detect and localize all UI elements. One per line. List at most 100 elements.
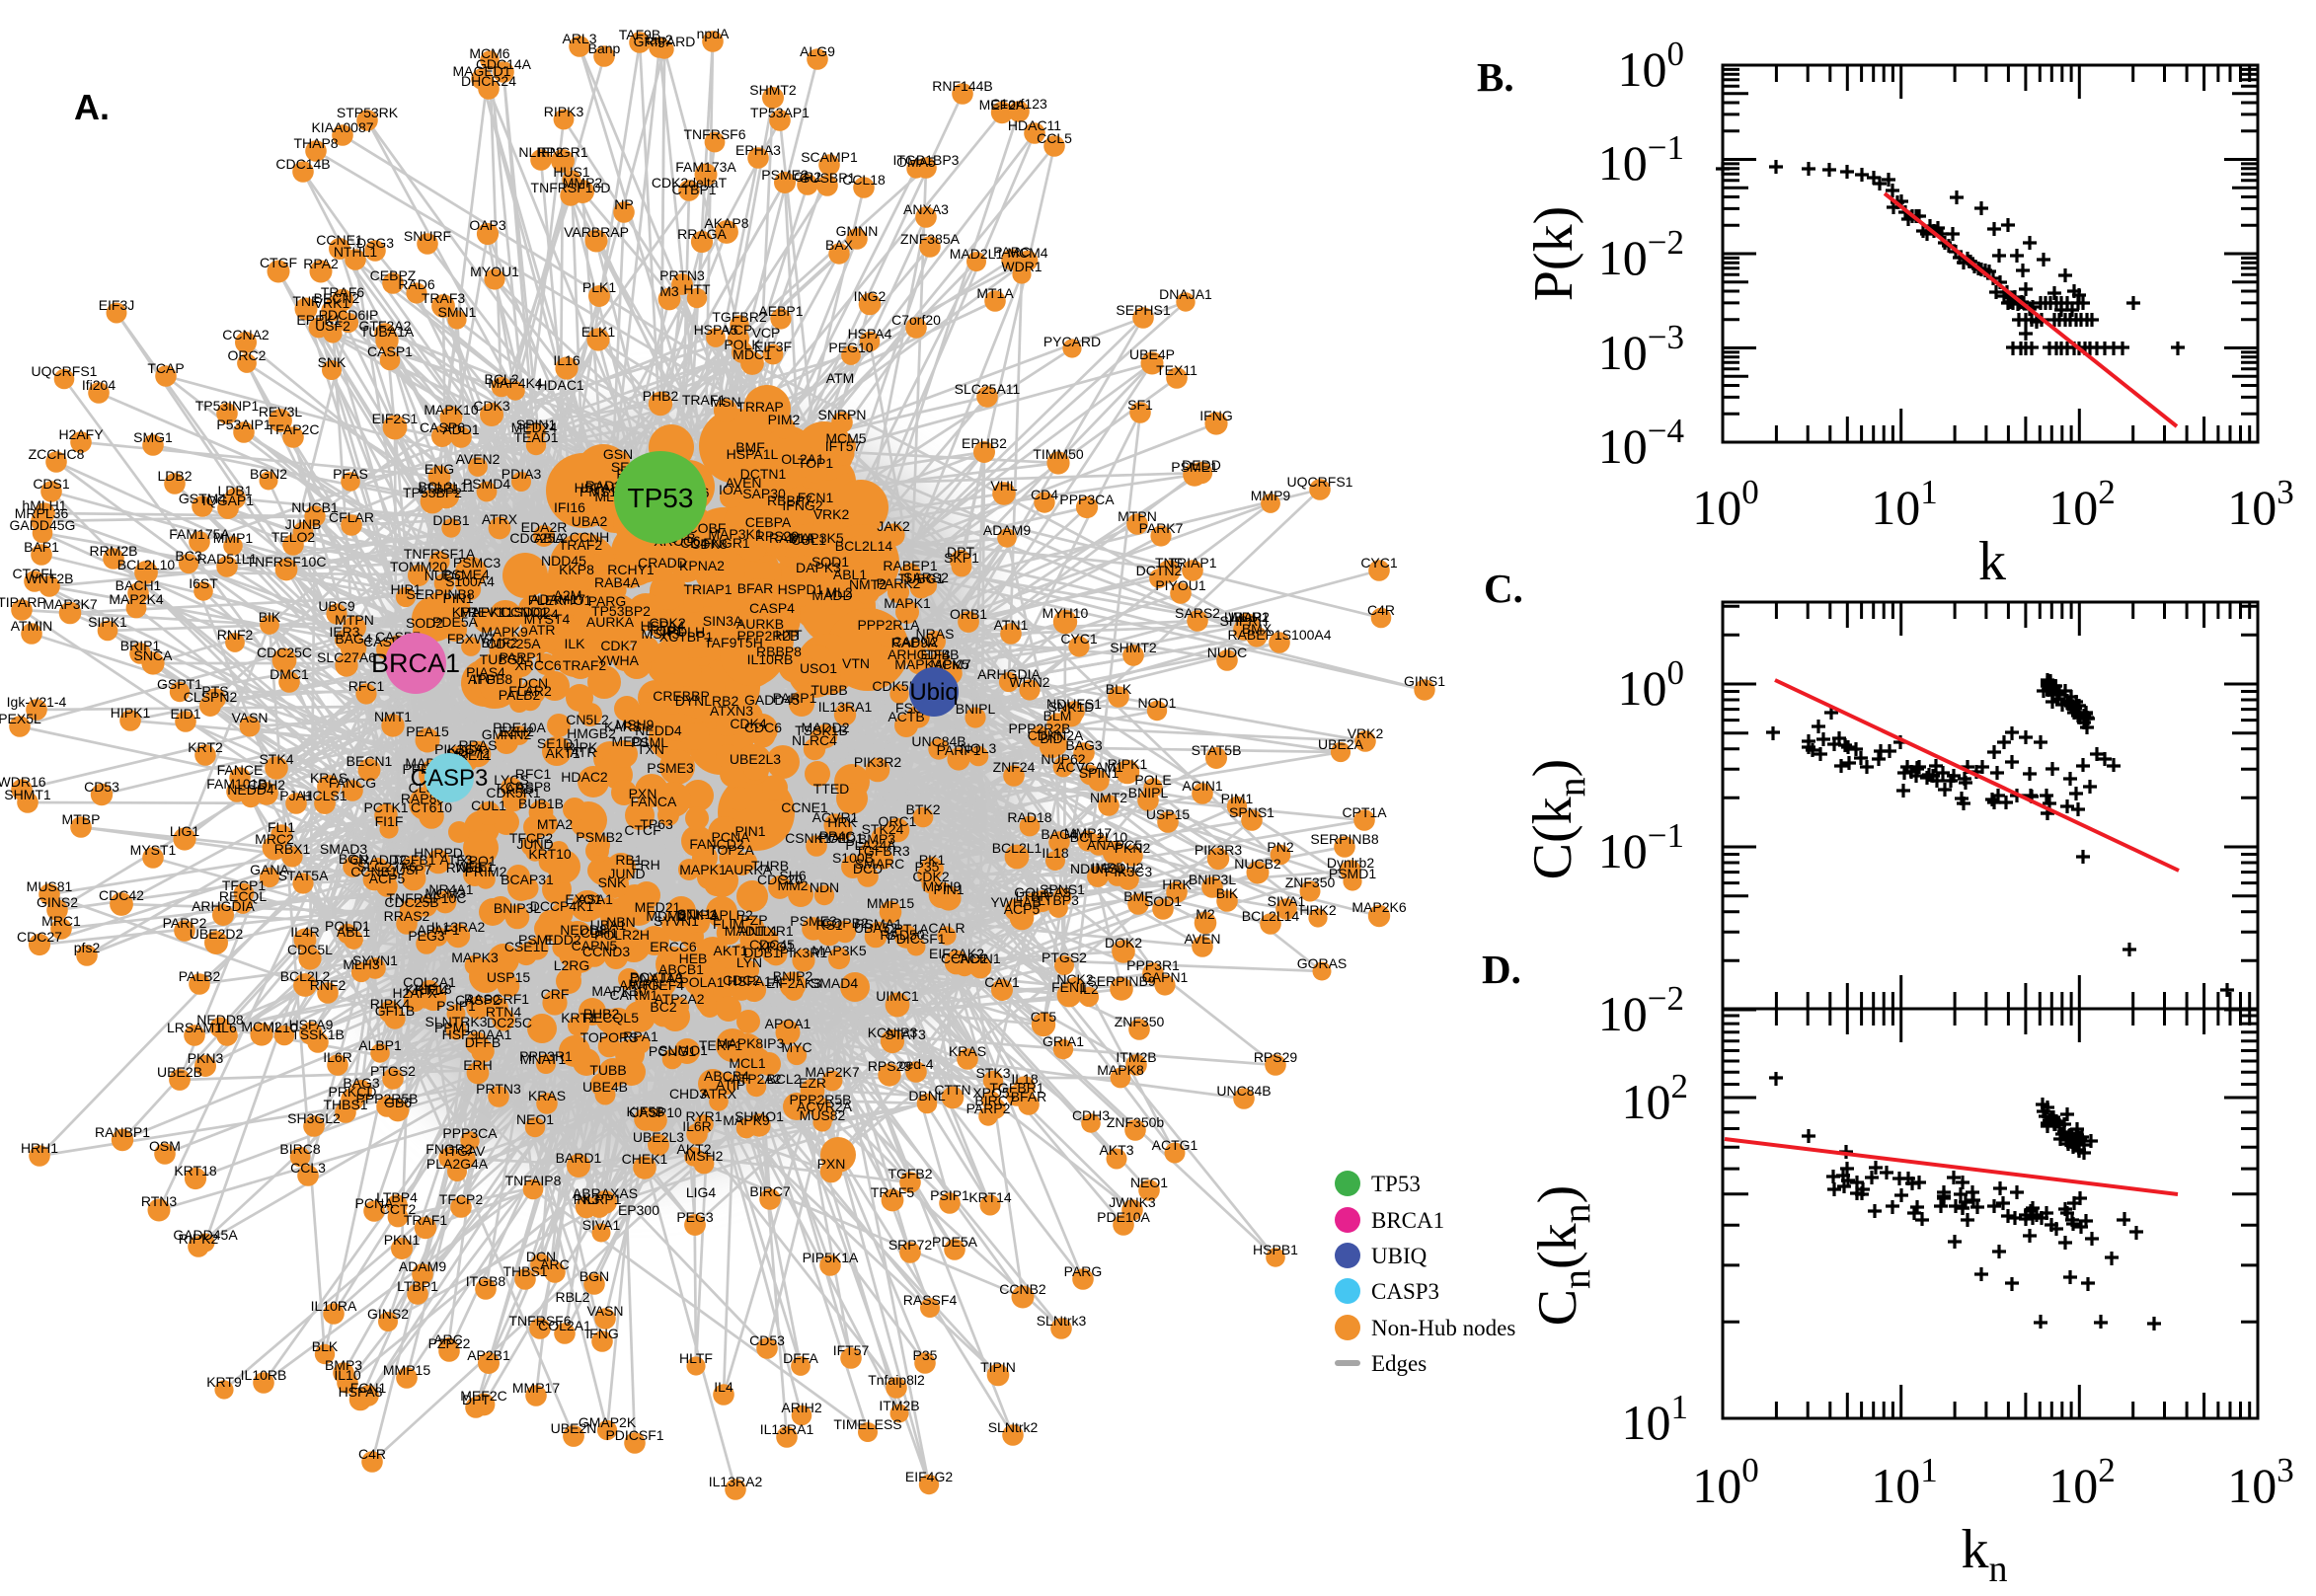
svg-text:CDK7: CDK7: [600, 638, 638, 653]
svg-text:TRIAP1: TRIAP1: [683, 581, 732, 597]
svg-text:LIG1: LIG1: [170, 823, 200, 839]
svg-text:MAPK3: MAPK3: [451, 950, 499, 965]
svg-text:HLTF: HLTF: [679, 1350, 713, 1366]
svg-text:C(kn): C(kn): [1522, 759, 1593, 880]
svg-text:DHCR24: DHCR24: [461, 73, 516, 89]
svg-text:TFCP2: TFCP2: [439, 1191, 484, 1207]
svg-text:WRN2: WRN2: [1009, 674, 1049, 690]
svg-text:SYVN1: SYVN1: [352, 952, 398, 968]
svg-text:EID1: EID1: [170, 706, 200, 722]
svg-text:SERPINB8: SERPINB8: [1310, 831, 1378, 847]
svg-text:HSPB1: HSPB1: [1253, 1242, 1298, 1257]
svg-text:IFI16: IFI16: [554, 499, 585, 515]
svg-text:ARIH2: ARIH2: [781, 1400, 821, 1415]
svg-text:DFFA: DFFA: [783, 1350, 818, 1366]
svg-text:BLK: BLK: [312, 1338, 339, 1354]
svg-text:CASP1: CASP1: [367, 343, 413, 359]
svg-text:GINS2: GINS2: [37, 894, 78, 910]
svg-text:PSMB2: PSMB2: [576, 829, 623, 845]
svg-text:PARP1: PARP1: [937, 742, 981, 758]
svg-text:KRAS: KRAS: [949, 1043, 986, 1059]
svg-text:CTGF: CTGF: [260, 255, 297, 270]
svg-text:FANCG: FANCG: [329, 775, 376, 791]
svg-text:TIPIN: TIPIN: [980, 1359, 1016, 1375]
svg-text:MTPN: MTPN: [335, 612, 374, 628]
svg-text:BLK: BLK: [1106, 681, 1132, 697]
svg-text:HIPK1: HIPK1: [111, 705, 151, 721]
svg-text:USP15: USP15: [487, 969, 531, 985]
svg-text:CAV1: CAV1: [984, 974, 1020, 990]
svg-text:EIF3J: EIF3J: [99, 297, 135, 313]
svg-text:PK1: PK1: [919, 852, 946, 868]
svg-text:EP300: EP300: [618, 1202, 659, 1218]
svg-text:GSTM4: GSTM4: [179, 491, 226, 506]
svg-text:ALBP1: ALBP1: [358, 1037, 402, 1053]
svg-text:DCN: DCN: [526, 1249, 556, 1264]
svg-text:TNFRSF6: TNFRSF6: [684, 126, 746, 142]
svg-text:RTN4: RTN4: [486, 1004, 522, 1020]
svg-text:PLA2G4A: PLA2G4A: [426, 1156, 489, 1172]
svg-text:RRM2B: RRM2B: [89, 543, 137, 559]
svg-text:SNURF: SNURF: [404, 228, 451, 244]
svg-text:PSML: PSML: [518, 932, 556, 948]
svg-text:ILK: ILK: [564, 636, 585, 651]
svg-text:PCTK1: PCTK1: [363, 799, 408, 815]
svg-text:FAM101B: FAM101B: [206, 776, 267, 792]
svg-text:CT5: CT5: [1031, 1009, 1057, 1025]
svg-text:IFNG: IFNG: [1199, 408, 1232, 423]
svg-text:DAPK3: DAPK3: [796, 560, 841, 575]
svg-text:RNF2: RNF2: [217, 627, 254, 643]
svg-text:P(k): P(k): [1523, 206, 1584, 301]
svg-text:POLD1: POLD1: [325, 918, 370, 934]
svg-text:TNFRSF1A: TNFRSF1A: [404, 546, 476, 562]
svg-text:P53AIP1: P53AIP1: [216, 417, 270, 432]
svg-text:CDC42: CDC42: [99, 887, 144, 903]
svg-text:TNFAIP8: TNFAIP8: [505, 1173, 562, 1188]
svg-text:TRAF5: TRAF5: [871, 1184, 915, 1200]
svg-text:FANCA: FANCA: [631, 794, 677, 809]
svg-text:TIPARP: TIPARP: [0, 594, 46, 610]
svg-text:PPP2R5B: PPP2R5B: [789, 1092, 851, 1107]
svg-text:FAM173A: FAM173A: [675, 159, 736, 175]
svg-text:SLNtrk3: SLNtrk3: [1037, 1313, 1087, 1329]
svg-text:CCL18: CCL18: [842, 172, 886, 188]
svg-text:TNFRSF10D: TNFRSF10D: [531, 180, 611, 195]
svg-text:GSN: GSN: [603, 446, 633, 462]
svg-text:RB1: RB1: [615, 852, 642, 868]
svg-text:VRK1: VRK1: [314, 295, 350, 311]
svg-text:PPP2R2B: PPP2R2B: [1008, 721, 1070, 736]
svg-text:MSH9: MSH9: [616, 717, 655, 732]
svg-text:ADAM9: ADAM9: [399, 1258, 446, 1274]
svg-text:MAP2K6: MAP2K6: [1351, 899, 1406, 915]
svg-text:PDICSF1: PDICSF1: [605, 1427, 663, 1443]
svg-text:CDC2: CDC2: [723, 972, 760, 988]
svg-text:CAPN5: CAPN5: [572, 938, 618, 953]
svg-text:AVEN2: AVEN2: [456, 451, 501, 467]
svg-text:STAT5A: STAT5A: [278, 868, 329, 883]
svg-text:UNC84B: UNC84B: [1216, 1083, 1271, 1099]
svg-text:PEG10: PEG10: [828, 340, 873, 355]
svg-text:MRPL36: MRPL36: [15, 505, 69, 521]
svg-text:TFCP1: TFCP1: [222, 877, 267, 893]
svg-text:IL4R: IL4R: [290, 924, 320, 940]
svg-text:OL2A1: OL2A1: [781, 451, 824, 467]
svg-text:PKN1: PKN1: [384, 1232, 421, 1248]
svg-text:DOK2: DOK2: [1105, 935, 1142, 950]
svg-text:KRT14: KRT14: [405, 982, 448, 998]
svg-text:KCNIP3: KCNIP3: [868, 1025, 918, 1040]
svg-text:USO1: USO1: [800, 660, 837, 676]
svg-text:SERPINB9: SERPINB9: [1087, 973, 1155, 989]
svg-text:BIRC7: BIRC7: [749, 1183, 790, 1199]
svg-text:KRT18: KRT18: [174, 1163, 217, 1178]
svg-text:PIYOU1: PIYOU1: [1155, 577, 1206, 593]
svg-text:RPS29: RPS29: [1254, 1049, 1298, 1065]
svg-text:JWNK3: JWNK3: [1109, 1194, 1156, 1210]
svg-text:SCAMP1: SCAMP1: [801, 149, 858, 165]
svg-text:FLI1: FLI1: [268, 819, 295, 835]
svg-text:ACP5: ACP5: [369, 871, 406, 886]
svg-text:BRCA1: BRCA1: [1371, 1208, 1444, 1233]
svg-text:GINS1: GINS1: [1404, 673, 1445, 689]
svg-text:PRTN3: PRTN3: [476, 1081, 521, 1097]
svg-text:PIM2: PIM2: [768, 412, 801, 427]
svg-text:Dynlrb2: Dynlrb2: [1327, 855, 1374, 871]
